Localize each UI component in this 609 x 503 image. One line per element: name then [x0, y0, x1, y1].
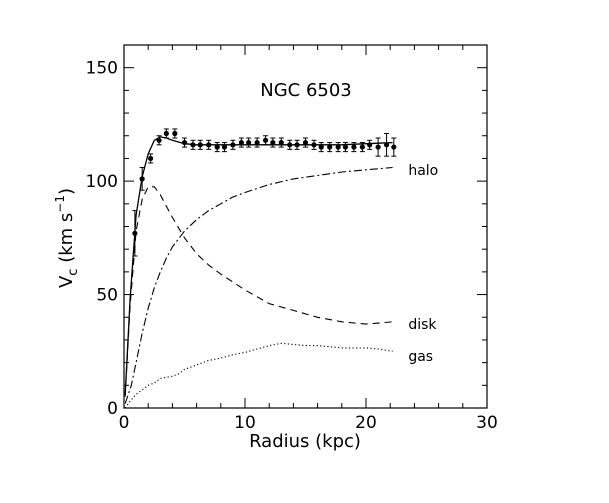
data-point — [148, 155, 154, 162]
y-tick-label: 150 — [86, 59, 118, 79]
data-point — [230, 142, 236, 148]
halo-label: halo — [408, 163, 438, 179]
data-point — [254, 139, 260, 146]
total-curve — [124, 136, 393, 395]
axes-layer: 0 10 20 30 0 50 100 150 — [86, 44, 498, 433]
data-point — [163, 130, 169, 137]
y-tick-label: 50 — [96, 286, 118, 306]
data-point — [318, 144, 324, 150]
disk-curve — [124, 186, 393, 397]
data-point — [335, 144, 341, 150]
data-point — [351, 144, 357, 150]
gas-label: gas — [408, 349, 433, 365]
data-point — [238, 139, 244, 146]
data-point — [302, 139, 309, 146]
halo-curve — [124, 166, 393, 404]
data-point — [197, 142, 203, 148]
data-point — [342, 144, 349, 150]
data-point — [221, 144, 228, 150]
data-point — [383, 142, 390, 148]
labels-layer: halo disk gas — [408, 163, 438, 365]
y-axis-title-sup: −1 — [53, 195, 67, 213]
x-tick-label: 0 — [119, 413, 130, 433]
x-tick-label: 10 — [234, 413, 256, 433]
y-axis-title: Vc (km s−1) — [53, 188, 81, 288]
data-point — [262, 137, 269, 143]
y-axis-title-rest: (km s — [56, 213, 77, 269]
y-tick-label: 100 — [86, 172, 118, 192]
data-point — [172, 130, 178, 137]
data-point — [367, 142, 373, 148]
y-axis-title-sub: c — [66, 269, 81, 276]
y-tick-label: 0 — [107, 399, 118, 419]
data-point — [311, 142, 317, 148]
data-point — [391, 144, 397, 150]
data-point — [190, 142, 196, 148]
disk-label: disk — [408, 317, 437, 333]
x-tick-label: 30 — [476, 413, 498, 433]
points-layer — [132, 128, 397, 257]
data-point — [156, 137, 162, 143]
gas-curve — [124, 342, 393, 409]
data-point — [214, 144, 220, 150]
data-point — [278, 139, 284, 146]
curves-layer — [124, 136, 393, 409]
data-point — [287, 142, 293, 148]
data-point — [181, 139, 188, 146]
data-point — [375, 144, 381, 150]
x-tick-label: 20 — [355, 413, 377, 433]
y-axis-title-end: ) — [56, 188, 77, 195]
data-point — [359, 144, 365, 150]
data-point — [294, 142, 300, 148]
chart-title: NGC 6503 — [260, 80, 352, 101]
data-point — [246, 139, 252, 146]
data-point — [132, 230, 138, 236]
data-point — [327, 144, 333, 150]
data-point — [270, 139, 276, 146]
x-axis-title: Radius (kpc) — [249, 431, 361, 452]
y-axis-title-main: V — [56, 275, 77, 288]
data-point — [206, 142, 212, 148]
data-point — [139, 176, 145, 182]
